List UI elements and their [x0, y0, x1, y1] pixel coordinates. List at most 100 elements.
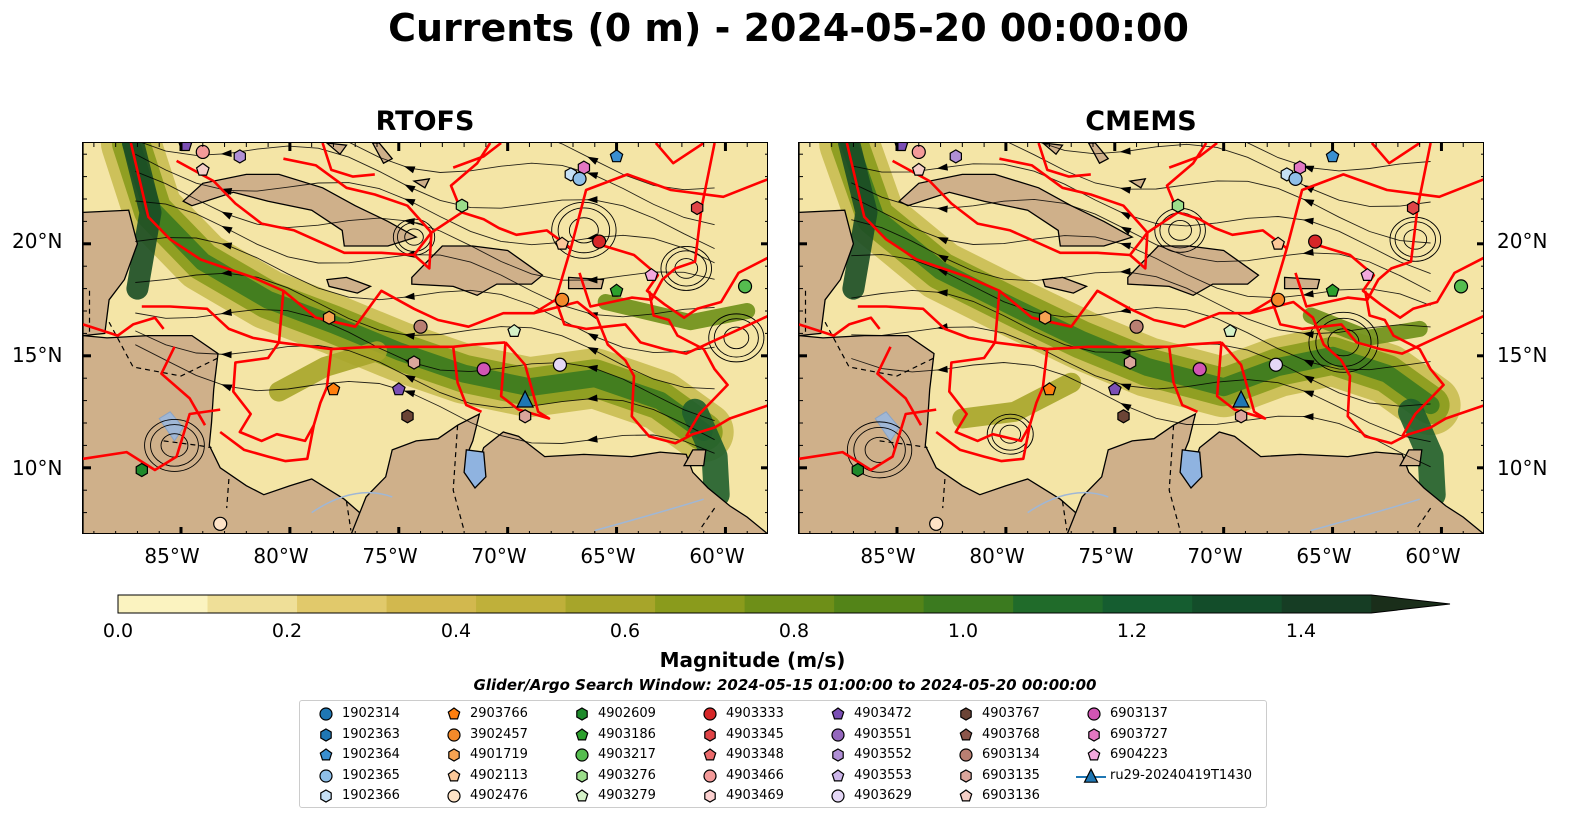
legend-marker-icon [575, 748, 589, 762]
current-band-east [1302, 307, 1428, 346]
streamline-arrow [404, 184, 416, 193]
float-marker-4903345 [1406, 200, 1420, 216]
legend-marker-icon [576, 707, 588, 721]
eez-boundary [499, 341, 551, 420]
float-marker-4903466 [911, 144, 926, 160]
lon-label-70w-left: 70°W [471, 544, 527, 568]
hexagon-icon [960, 769, 972, 783]
float-marker-1902364 [609, 149, 624, 163]
eddy-streamline [557, 207, 611, 254]
inflow-current-core [1398, 398, 1446, 508]
float-marker-4903466 [195, 144, 210, 160]
streamline [851, 326, 1431, 443]
float-marker-3902457 [1271, 292, 1286, 307]
colorbar-tick: 0.2 [271, 620, 303, 642]
colorbar-segment [386, 595, 477, 613]
float-marker-6903135 [1123, 355, 1137, 370]
float-marker-4902113 [555, 236, 570, 250]
streamline-arrow [221, 225, 233, 234]
inflow-current-core [682, 398, 730, 508]
legend-label: 4903767 [982, 706, 1040, 721]
eez-boundary [994, 341, 1222, 351]
circle-icon [447, 727, 461, 742]
streamline-arrow [1302, 331, 1314, 339]
streamline-arrow [587, 347, 599, 355]
pentagon-icon [959, 727, 973, 741]
float-marker-4901719 [1038, 310, 1052, 325]
streamline-arrow [1120, 211, 1132, 220]
legend-marker-icon [703, 748, 717, 761]
legend-label: 4903279 [598, 788, 656, 804]
float-marker-4903217 [737, 279, 753, 294]
pentagon-icon [447, 707, 461, 720]
eddy-streamline [665, 250, 707, 287]
float-marker-4903345 [690, 200, 704, 216]
legend-label: 6904223 [1110, 747, 1168, 763]
float-marker-6903134 [413, 319, 428, 334]
float-marker-4903186 [609, 283, 624, 297]
pentagon-icon [575, 727, 589, 741]
hexagon-icon [1088, 727, 1100, 742]
legend-label: 4903551 [854, 726, 912, 742]
streamline [851, 163, 1431, 275]
legend-marker-icon [831, 707, 845, 720]
streamline-arrow [587, 333, 599, 342]
map-panel-rtofs[interactable] [82, 142, 768, 534]
streamline-arrow [403, 292, 415, 300]
legend-marker-icon [960, 707, 972, 721]
streamline-arrow [937, 254, 949, 263]
lon-label-85w-right: 85°W [860, 544, 916, 568]
float-marker-6903137 [1192, 362, 1207, 377]
hexagon-icon [576, 769, 588, 783]
current-band-branch [269, 341, 387, 402]
hexagon-icon [832, 748, 844, 762]
legend-label: 1902366 [342, 788, 400, 804]
legend-label: 1902314 [342, 706, 400, 721]
colorbar [117, 594, 1451, 614]
legend-label: 4903276 [598, 767, 656, 783]
lon-label-80w-left: 80°W [253, 544, 309, 568]
eddy-streamline [986, 413, 1034, 455]
eddy-streamline [568, 217, 599, 244]
lon-label-65w-left: 65°W [580, 544, 636, 568]
float-marker-4903472 [1107, 382, 1122, 396]
legend-marker-icon [447, 727, 461, 742]
float-marker-4903217 [1453, 279, 1469, 294]
float-marker-4903767 [1117, 409, 1130, 424]
float-marker-4903552 [949, 149, 962, 164]
eez-boundary [1363, 290, 1445, 438]
legend-label: 4903186 [598, 726, 656, 742]
streamline-arrow [403, 390, 416, 398]
pentagon-icon [1087, 748, 1101, 761]
pentagon-icon [703, 748, 717, 761]
land-bahamas3 [1128, 177, 1147, 189]
streamline-arrow [1119, 147, 1131, 155]
eez-boundary [1037, 143, 1091, 178]
legend-label: 4903469 [726, 788, 784, 804]
lat-label-20n-right: 20°N [1497, 229, 1548, 253]
streamline [135, 153, 715, 264]
circle-icon [831, 789, 845, 803]
country-border [452, 425, 465, 531]
country-border [1168, 425, 1181, 531]
circle-icon [703, 707, 717, 721]
legend-marker-icon [831, 769, 845, 782]
streamline-arrow [1119, 267, 1131, 276]
colorbar-outline [117, 594, 1451, 614]
streamline [135, 200, 715, 318]
streamline-arrow [220, 351, 232, 359]
land-southamerica [1066, 412, 1483, 533]
land-bahamas1 [1041, 143, 1064, 156]
figure-title: Currents (0 m) - 2024-05-20 00:00:00 [388, 6, 1189, 50]
legend-marker-icon [447, 789, 461, 803]
land-cuba [182, 173, 418, 247]
land-puertorico [1283, 276, 1321, 290]
land-bahamas2 [371, 143, 394, 165]
streamline-arrow [1120, 403, 1132, 412]
eez-boundary [219, 348, 333, 463]
map-panel-cmems[interactable] [798, 142, 1484, 534]
legend-label: 3902457 [470, 726, 528, 742]
streamline [1247, 143, 1431, 172]
streamline [1008, 143, 1431, 244]
eez-boundary [596, 242, 767, 319]
